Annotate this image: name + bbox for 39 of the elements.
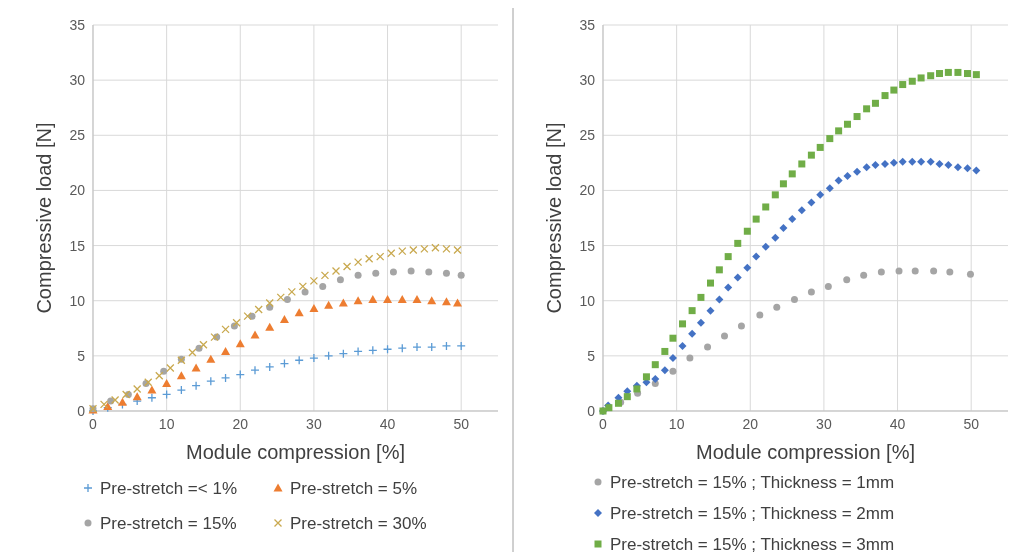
x-tick-label: 30 [816, 416, 832, 432]
y-tick-label: 30 [579, 72, 596, 89]
x-tick-label: 40 [379, 416, 396, 432]
y-tick-label: 0 [77, 403, 86, 419]
y-tick-label: 15 [579, 237, 596, 254]
legend-label: Pre-stretch = 15% [100, 514, 237, 533]
y-tick-label: 5 [77, 347, 86, 364]
x-tick-label: 0 [89, 416, 98, 432]
x-tick-label: 50 [453, 416, 470, 432]
y-tick-label: 30 [69, 72, 86, 89]
x-tick-label: 20 [742, 416, 759, 432]
x-tick-label: 20 [232, 416, 249, 432]
x-tick-label: 0 [599, 416, 608, 432]
y-tick-label: 0 [587, 403, 596, 419]
x-tick-label: 50 [963, 416, 980, 432]
legend-label: Pre-stretch = 30% [290, 514, 427, 533]
y-tick-label: 35 [69, 17, 86, 33]
legend-label: Pre-stretch = 5% [290, 479, 418, 498]
y-tick-label: 25 [69, 127, 86, 144]
x-tick-label: 10 [158, 416, 175, 432]
y-tick-label: 15 [69, 237, 86, 254]
y-tick-label: 25 [579, 127, 596, 144]
legend-label: Pre-stretch = 15% ; Thickness = 2mm [610, 504, 895, 523]
y-tick-label: 35 [579, 17, 596, 33]
x-tick-label: 40 [889, 416, 906, 432]
x-axis-title: Module compression [%] [696, 441, 915, 463]
legend-label: Pre-stretch = 15% ; Thickness = 3mm [610, 535, 895, 554]
x-tick-label: 10 [668, 416, 685, 432]
y-axis-title: Compressive load [N] [543, 122, 565, 314]
legend-label: Pre-stretch =< 1% [100, 479, 238, 498]
legend-label: Pre-stretch = 15% ; Thickness = 1mm [610, 473, 895, 492]
y-tick-label: 5 [587, 347, 596, 364]
y-tick-label: 10 [69, 292, 86, 309]
y-tick-label: 20 [69, 182, 86, 199]
x-axis-title: Module compression [%] [186, 441, 405, 463]
y-tick-label: 20 [579, 182, 596, 199]
x-tick-label: 30 [306, 416, 322, 432]
y-axis-title: Compressive load [N] [33, 122, 55, 314]
y-tick-label: 10 [579, 292, 596, 309]
